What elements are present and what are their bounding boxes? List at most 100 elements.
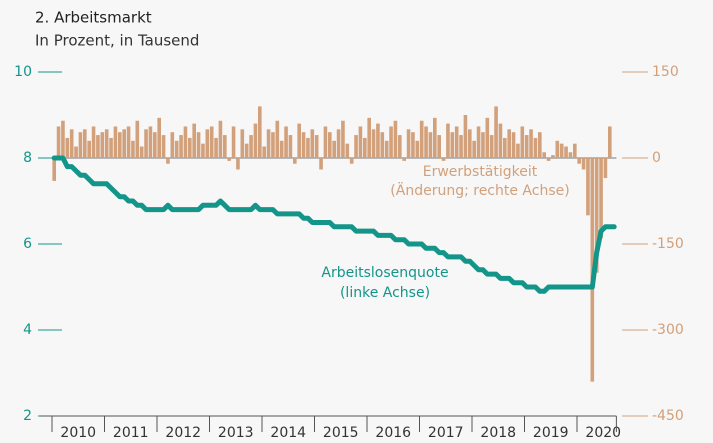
bar xyxy=(498,123,503,158)
bar xyxy=(586,158,590,216)
bar xyxy=(428,132,433,158)
bar xyxy=(446,123,450,158)
bar xyxy=(599,158,603,239)
bar xyxy=(546,158,551,161)
bar xyxy=(139,146,144,158)
bar xyxy=(201,143,205,158)
bar xyxy=(104,129,109,158)
x-tick-label: 2017 xyxy=(428,425,464,441)
bar xyxy=(253,123,258,158)
bar xyxy=(196,132,201,158)
bar xyxy=(380,132,385,158)
bar-annotation-note: (Änderung; rechte Achse) xyxy=(390,181,569,199)
bar xyxy=(468,129,472,158)
y2-tick-label: -450 xyxy=(652,408,684,424)
bar xyxy=(157,117,161,158)
bar xyxy=(603,158,608,179)
bar xyxy=(485,117,490,158)
chart-title: 2. Arbeitsmarkt xyxy=(35,9,152,27)
bar xyxy=(573,143,577,158)
bar xyxy=(349,158,354,164)
bar xyxy=(275,120,280,158)
bar xyxy=(411,132,415,158)
bar xyxy=(481,132,485,158)
line-annotation: Arbeitslosenquote xyxy=(321,265,448,281)
bar xyxy=(65,137,70,158)
bar xyxy=(516,143,520,158)
bar xyxy=(271,132,275,158)
bar xyxy=(144,129,148,158)
bar xyxy=(109,137,113,158)
bar xyxy=(494,106,498,158)
bar xyxy=(608,126,612,158)
bar xyxy=(581,158,586,170)
bar xyxy=(244,143,249,158)
bar xyxy=(279,140,284,158)
bar xyxy=(310,129,315,158)
bar xyxy=(529,129,533,158)
bar xyxy=(236,158,240,170)
bar xyxy=(223,135,227,158)
bar xyxy=(450,132,455,158)
bar xyxy=(384,140,389,158)
bar xyxy=(389,126,393,158)
x-tick-label: 2015 xyxy=(323,425,359,441)
bar xyxy=(577,158,581,164)
y-tick-label: 8 xyxy=(23,150,32,166)
bar xyxy=(328,132,332,158)
bar xyxy=(249,135,253,158)
bar xyxy=(170,132,175,158)
bar xyxy=(363,137,367,158)
x-tick-label: 2013 xyxy=(218,425,254,441)
bar xyxy=(96,135,100,158)
bar xyxy=(301,132,306,158)
bar xyxy=(314,135,319,158)
bar xyxy=(564,146,568,158)
bar xyxy=(371,129,376,158)
bar xyxy=(87,140,91,158)
bar xyxy=(288,135,293,158)
bar xyxy=(126,126,131,158)
bar xyxy=(205,129,210,158)
chart-subtitle: In Prozent, in Tausend xyxy=(35,32,199,50)
bar xyxy=(511,132,516,158)
bar xyxy=(218,120,223,158)
bar xyxy=(489,135,494,158)
x-tick-label: 2018 xyxy=(480,425,516,441)
bar xyxy=(240,129,245,158)
bar xyxy=(568,152,573,158)
bar xyxy=(56,126,61,158)
y2-tick-label: -300 xyxy=(652,322,684,338)
bar xyxy=(78,132,83,158)
bar xyxy=(284,126,288,158)
bar xyxy=(91,126,96,158)
bar xyxy=(341,120,345,158)
bar xyxy=(533,137,538,158)
x-tick-label: 2019 xyxy=(533,425,569,441)
bar xyxy=(441,158,446,161)
bar xyxy=(214,137,218,158)
bar xyxy=(323,126,328,158)
bar xyxy=(476,126,481,158)
bar xyxy=(507,129,511,158)
bar xyxy=(258,106,262,158)
bar xyxy=(437,135,441,158)
y2-tick-label: 0 xyxy=(652,150,661,166)
bar xyxy=(594,158,599,273)
bar xyxy=(113,126,118,158)
bar xyxy=(61,120,65,158)
bar xyxy=(262,146,266,158)
bar xyxy=(376,123,380,158)
bar-annotation: Erwerbstätigkeit xyxy=(423,164,538,180)
bar xyxy=(463,115,468,158)
line xyxy=(51,155,617,294)
bar xyxy=(538,132,542,158)
bar xyxy=(52,158,56,181)
bar xyxy=(472,140,476,158)
bar xyxy=(74,146,78,158)
bar xyxy=(503,137,507,158)
bar xyxy=(266,129,271,158)
bar xyxy=(297,123,301,158)
bar xyxy=(227,158,231,161)
